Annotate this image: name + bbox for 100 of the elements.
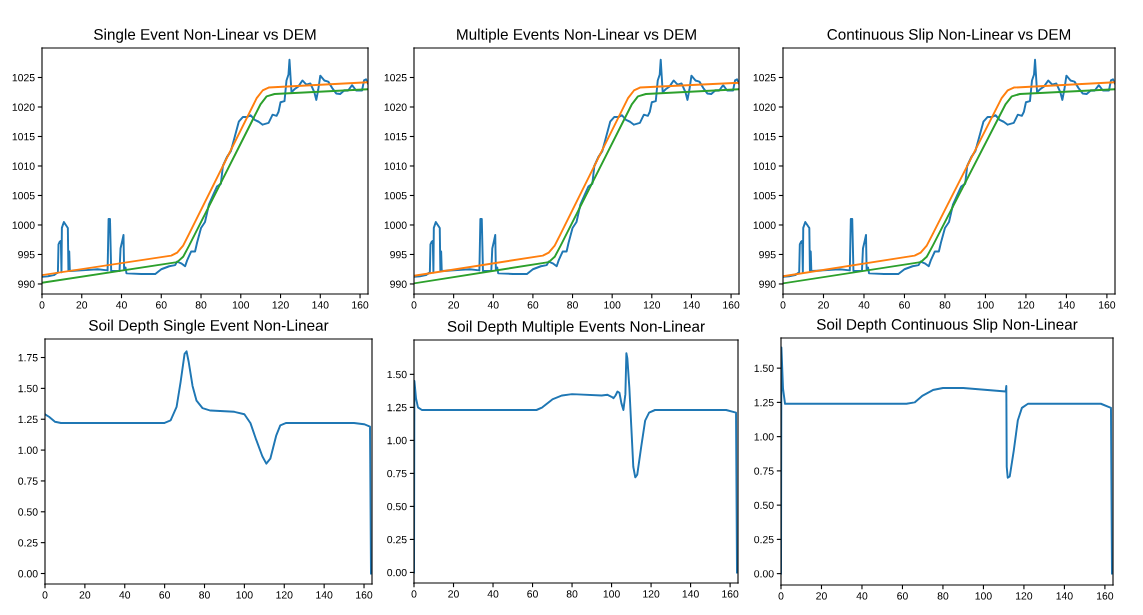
y-tick-label: 990 [18, 280, 35, 288]
x-tick-label: 140 [1058, 301, 1075, 309]
x-tick-label: 80 [195, 301, 207, 309]
x-tick-label: 140 [682, 590, 699, 598]
x-tick-label: 160 [352, 301, 369, 309]
x-tick-label: 160 [1097, 592, 1114, 600]
y-tick-label: 1025 [12, 74, 35, 82]
x-tick-label: 120 [1016, 592, 1033, 600]
y-tick-label: 990 [390, 280, 407, 288]
x-tick-label: 100 [977, 301, 994, 309]
y-tick-label: 1010 [384, 162, 407, 170]
line-series [45, 350, 372, 575]
x-tick-label: 0 [411, 301, 417, 309]
x-tick-label: 120 [276, 591, 293, 599]
x-tick-label: 100 [975, 592, 992, 600]
y-tick-label: 0.00 [18, 570, 38, 578]
y-tick-label: 1000 [12, 221, 35, 229]
x-tick-label: 140 [1056, 592, 1073, 600]
x-tick-label: 60 [897, 592, 908, 600]
x-tick-label: 60 [156, 301, 167, 309]
x-tick-label: 160 [722, 590, 739, 598]
y-tick-label: 1005 [384, 191, 407, 200]
y-tick-label: 0.00 [754, 570, 774, 578]
y-tick-label: 0.25 [18, 539, 38, 547]
x-tick-label: 100 [603, 590, 620, 598]
y-tick-label: 1005 [12, 191, 35, 200]
y-tick-label: 1.50 [387, 370, 407, 379]
y-tick-label: 0.50 [754, 501, 774, 510]
x-tick-label: 20 [818, 301, 829, 309]
x-tick-label: 20 [448, 301, 460, 309]
x-tick-label: 40 [487, 301, 499, 309]
x-tick-label: 60 [899, 301, 910, 309]
y-tick-label: 1015 [12, 132, 35, 141]
y-tick-label: 1.50 [18, 384, 38, 393]
y-tick-label: 1015 [384, 132, 407, 141]
y-tick-label: 995 [759, 250, 776, 259]
y-tick-label: 1.50 [754, 364, 774, 373]
y-tick-label: 0.75 [754, 467, 774, 475]
y-tick-label: 1.00 [18, 446, 38, 454]
y-tick-label: 1020 [753, 103, 776, 111]
x-tick-label: 120 [643, 590, 660, 598]
y-tick-label: 0.75 [18, 477, 38, 485]
y-tick-label: 0.00 [387, 568, 407, 577]
chart-title: Continuous Slip Non-Linear vs DEM [827, 28, 1071, 43]
x-tick-label: 100 [232, 301, 250, 309]
x-tick-label: 120 [1018, 301, 1035, 309]
y-tick-label: 1020 [12, 103, 35, 111]
x-tick-label: 0 [42, 591, 48, 599]
chart-title: Soil Depth Multiple Events Non-Linear [447, 320, 705, 335]
x-tick-label: 40 [858, 301, 870, 309]
x-tick-label: 140 [312, 301, 329, 309]
y-tick-label: 1.75 [18, 354, 38, 362]
x-tick-label: 120 [643, 301, 661, 309]
x-tick-label: 0 [778, 592, 784, 600]
y-tick-label: 1.25 [18, 415, 38, 424]
x-tick-label: 40 [119, 591, 131, 599]
x-tick-label: 40 [856, 592, 868, 600]
x-tick-label: 140 [683, 301, 700, 309]
x-tick-label: 100 [236, 591, 253, 599]
y-tick-label: 1025 [753, 74, 776, 82]
x-tick-label: 40 [115, 301, 127, 309]
chart-title: Single Event Non-Linear vs DEM [94, 28, 316, 43]
x-tick-label: 60 [159, 591, 171, 599]
x-tick-label: 120 [272, 301, 289, 309]
x-tick-label: 0 [411, 590, 417, 598]
y-tick-label: 0.25 [387, 535, 407, 544]
y-tick-label: 995 [390, 250, 407, 259]
y-tick-label: 0.50 [387, 502, 407, 511]
chart-title: Multiple Events Non-Linear vs DEM [457, 28, 696, 43]
y-tick-label: 1.25 [387, 403, 407, 412]
x-tick-label: 40 [487, 590, 499, 598]
y-tick-label: 1025 [384, 74, 407, 82]
y-tick-label: 0.50 [18, 508, 38, 516]
y-tick-label: 1.00 [754, 433, 774, 441]
y-tick-label: 1.00 [387, 436, 407, 445]
x-tick-label: 20 [76, 301, 88, 309]
y-tick-label: 1020 [384, 103, 407, 111]
x-tick-label: 60 [527, 590, 538, 598]
x-tick-label: 80 [566, 590, 578, 598]
y-tick-label: 990 [759, 280, 776, 288]
chart-title: Soil Depth Continuous Slip Non-Linear [816, 318, 1078, 333]
y-tick-label: 1000 [384, 221, 407, 229]
y-tick-label: 1000 [753, 221, 776, 229]
x-tick-label: 160 [723, 301, 740, 309]
y-tick-label: 1.25 [754, 398, 774, 407]
chart-title: Soil Depth Single Event Non-Linear [89, 319, 329, 334]
x-tick-label: 0 [39, 301, 45, 309]
x-tick-label: 80 [567, 301, 578, 309]
x-tick-label: 60 [527, 301, 539, 309]
y-tick-label: 1015 [753, 132, 776, 141]
x-tick-label: 160 [1099, 301, 1116, 309]
y-tick-label: 1005 [753, 191, 776, 200]
y-tick-label: 1010 [12, 162, 35, 170]
x-tick-label: 20 [816, 592, 827, 600]
x-tick-label: 0 [780, 301, 786, 309]
y-tick-label: 995 [18, 250, 35, 259]
y-tick-label: 1010 [753, 162, 776, 170]
x-tick-label: 140 [316, 591, 333, 599]
x-tick-label: 80 [937, 592, 949, 600]
x-tick-label: 20 [448, 590, 459, 598]
